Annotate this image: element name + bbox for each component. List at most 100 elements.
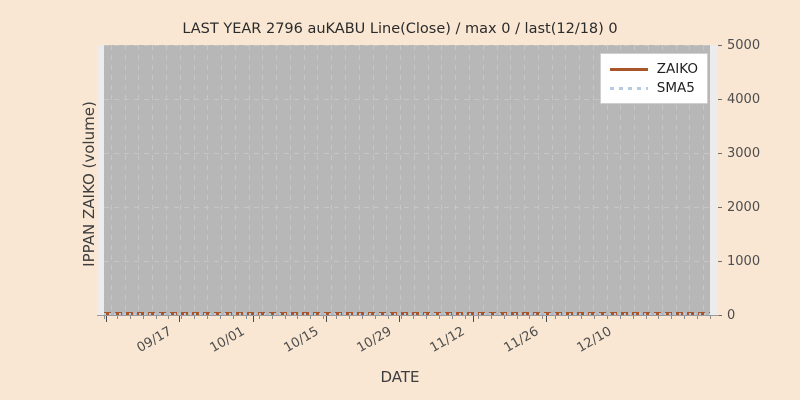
x-axis-tick-minor: [697, 316, 699, 319]
series-line-sma5: [104, 313, 710, 315]
x-axis-tick-minor: [104, 316, 105, 319]
x-axis-tick-minor: [619, 316, 621, 319]
legend-label-zaiko: ZAIKO: [656, 60, 698, 77]
x-axis-tick-minor: [542, 316, 544, 319]
legend-swatch-sma5: [609, 82, 648, 94]
gridline-vertical: [537, 45, 539, 315]
gridline-horizontal: [104, 153, 710, 154]
x-axis-tick-minor: [116, 316, 118, 319]
x-axis-tick-minor: [568, 316, 570, 319]
gridline-vertical: [496, 45, 498, 315]
x-axis-tick-minor: [207, 316, 209, 319]
x-axis-tick-minor: [323, 316, 325, 319]
x-tick-label: 12/10: [574, 324, 615, 356]
x-axis-tick-minor: [142, 316, 144, 319]
x-axis-tick-major: [399, 316, 401, 322]
gridline-vertical: [110, 45, 112, 315]
gridline-horizontal: [104, 45, 710, 46]
x-axis-tick-minor: [439, 316, 441, 319]
chart-legend[interactable]: ZAIKO SMA5: [599, 53, 708, 104]
y-axis-label: IPPAN ZAIKO (volume): [80, 101, 98, 267]
gridline-vertical: [386, 45, 388, 315]
x-axis-line: [97, 315, 719, 316]
gridline-vertical: [661, 45, 663, 315]
gridline-vertical: [372, 45, 374, 315]
page-title: LAST YEAR 2796 auKABU Line(Close) / max …: [182, 21, 618, 37]
x-axis-tick-minor: [529, 316, 531, 319]
x-axis-tick-minor: [710, 316, 711, 319]
x-axis-tick-minor: [232, 316, 234, 319]
x-axis-tick-minor: [671, 316, 673, 319]
gridline-vertical: [179, 45, 181, 315]
gridline-vertical: [689, 45, 691, 315]
gridline-vertical: [579, 45, 581, 315]
x-axis-tick-minor: [632, 316, 634, 319]
y-tick-label: 2000: [727, 199, 761, 215]
x-axis-tick-minor: [516, 316, 518, 319]
x-axis-tick-minor: [220, 316, 222, 319]
gridline-vertical: [317, 45, 319, 315]
gridline-vertical: [413, 45, 415, 315]
x-axis-tick-minor: [400, 316, 402, 319]
gridline-vertical: [345, 45, 347, 315]
gridline-vertical: [482, 45, 484, 315]
x-tick-label: 09/17: [134, 324, 175, 356]
gridline-vertical: [152, 45, 154, 315]
legend-item-sma5[interactable]: SMA5: [609, 78, 698, 97]
x-axis-tick-minor: [258, 316, 260, 319]
gridline-vertical: [358, 45, 360, 315]
x-axis-tick-major: [546, 316, 548, 322]
gridline-vertical: [551, 45, 553, 315]
x-axis-tick-minor: [503, 316, 505, 319]
x-axis-tick-minor: [361, 316, 363, 319]
y-tick-mark: [718, 314, 722, 316]
x-axis-tick-major: [326, 316, 328, 322]
gridline-vertical: [565, 45, 567, 315]
x-axis-tick-major: [179, 316, 181, 322]
x-tick-label: 10/15: [281, 324, 322, 356]
y-tick-label: 0: [727, 307, 736, 323]
x-axis-tick-minor: [581, 316, 583, 319]
x-axis-tick-minor: [555, 316, 557, 319]
x-axis-tick-minor: [658, 316, 660, 319]
x-axis-tick-minor: [490, 316, 492, 319]
legend-item-zaiko[interactable]: ZAIKO: [609, 59, 698, 78]
gridline-vertical: [427, 45, 429, 315]
x-axis-tick-minor: [155, 316, 157, 319]
gridline-vertical: [276, 45, 278, 315]
x-axis-tick-minor: [465, 316, 467, 319]
gridline-vertical: [138, 45, 140, 315]
y-tick-label: 1000: [727, 253, 761, 269]
x-axis-tick-minor: [194, 316, 196, 319]
gridline-horizontal: [104, 261, 710, 262]
x-axis-tick-minor: [348, 316, 350, 319]
gridline-vertical: [468, 45, 470, 315]
x-axis-tick-minor: [310, 316, 312, 319]
gridline-vertical: [634, 45, 636, 315]
x-axis-tick-major: [106, 316, 107, 322]
gridline-horizontal: [104, 207, 710, 208]
gridline-vertical: [703, 45, 705, 315]
x-axis-tick-minor: [426, 316, 428, 319]
gridline-vertical: [620, 45, 622, 315]
gridline-vertical: [207, 45, 209, 315]
x-axis-tick-minor: [271, 316, 273, 319]
x-axis-tick-minor: [593, 316, 595, 319]
gridline-vertical: [262, 45, 264, 315]
gridline-vertical: [193, 45, 195, 315]
x-tick-label: 11/26: [501, 324, 542, 356]
x-axis-tick-minor: [684, 316, 686, 319]
x-axis-tick-minor: [477, 316, 479, 319]
y-tick-label: 4000: [727, 91, 761, 107]
gridline-vertical: [455, 45, 457, 315]
x-axis-tick-major: [252, 316, 254, 322]
plot-area: ZAIKO SMA5: [97, 45, 718, 315]
gridline-vertical: [165, 45, 167, 315]
x-axis-tick-minor: [374, 316, 376, 319]
gridline-vertical: [648, 45, 650, 315]
x-axis-tick-minor: [452, 316, 454, 319]
y-tick-label: 5000: [727, 37, 761, 53]
gridline-vertical: [675, 45, 677, 315]
gridline-horizontal: [104, 99, 710, 100]
